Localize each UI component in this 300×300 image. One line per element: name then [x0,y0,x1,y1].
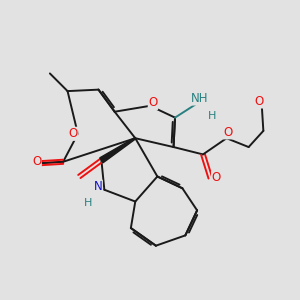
Polygon shape [100,138,136,163]
Text: O: O [212,172,221,184]
Text: H: H [84,198,92,208]
Text: O: O [69,127,78,140]
Text: O: O [148,96,158,110]
Text: H: H [208,111,216,121]
Text: O: O [32,155,41,168]
Text: N: N [94,180,102,193]
Text: O: O [224,126,233,139]
Text: O: O [254,95,264,108]
Text: NH: NH [191,92,209,105]
